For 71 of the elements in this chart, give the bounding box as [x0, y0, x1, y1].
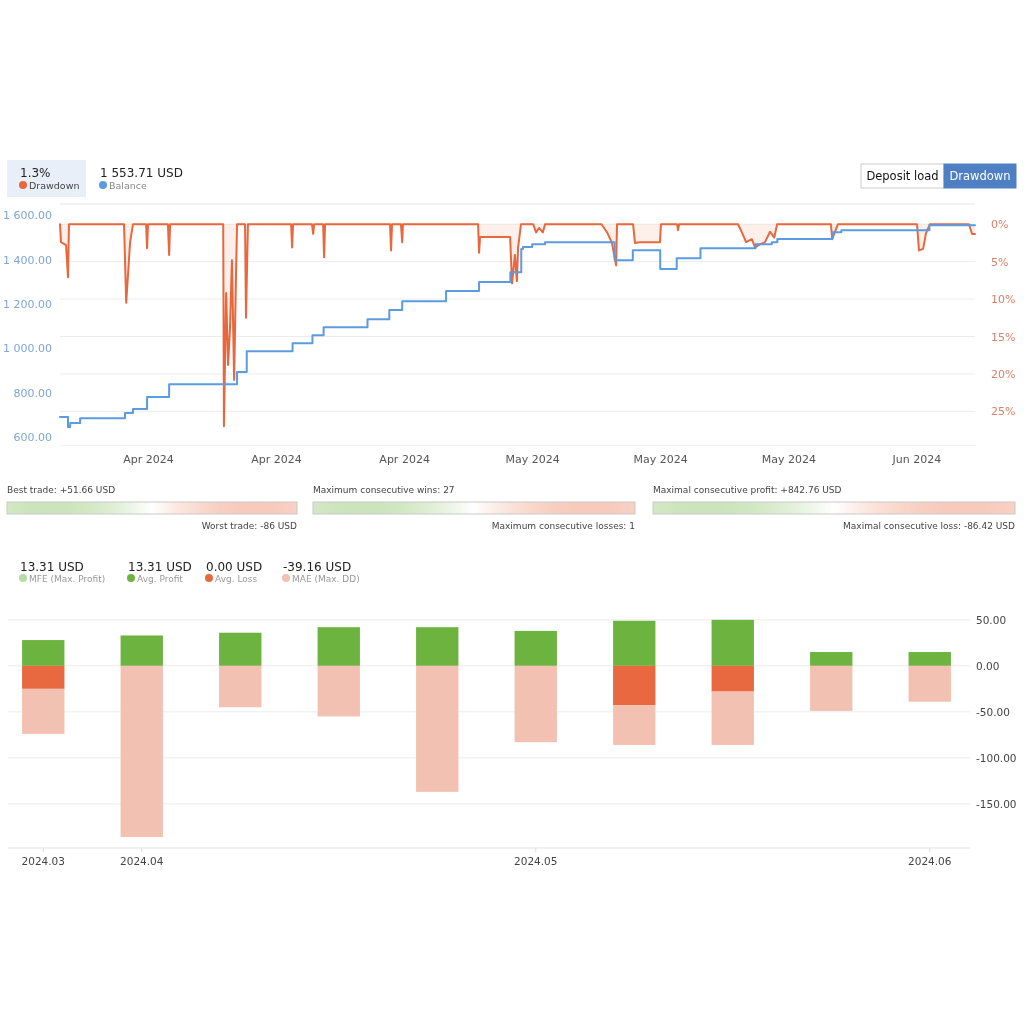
y2-tick-label: 10%	[991, 293, 1016, 307]
text: Best trade: +51.66 USD	[7, 485, 116, 495]
text: -39.16 USD	[283, 560, 352, 574]
bar	[120, 635, 163, 666]
x-tick-label: Jun 2024	[891, 452, 942, 466]
bar	[219, 632, 262, 666]
y-tick-label: -150.00	[976, 797, 1017, 810]
text: 13.31 USD	[128, 560, 192, 574]
y2-tick-label: 25%	[991, 405, 1016, 419]
y2-tick-label: 5%	[991, 255, 1009, 269]
bar	[416, 627, 459, 666]
text: Maximum consecutive losses: 1	[491, 521, 635, 531]
bar	[908, 665, 951, 702]
y-tick-label: 1 400.00	[3, 253, 52, 267]
bar	[416, 665, 459, 792]
bar	[908, 652, 951, 666]
y-tick-label: -100.00	[976, 751, 1017, 764]
deposit-load-toggle-button: Deposit load	[860, 163, 945, 189]
bar	[711, 619, 754, 666]
y2-tick-label: 20%	[991, 367, 1016, 381]
bar	[613, 620, 656, 666]
text: 1.3%	[20, 166, 51, 180]
legend-label: Balance	[109, 179, 148, 191]
bar	[711, 665, 754, 692]
bar	[613, 705, 656, 745]
text: Maximal consecutive loss: -86.42 USD	[843, 521, 1016, 531]
bar	[22, 640, 65, 666]
y2-tick-label: 0%	[991, 218, 1009, 232]
x-tick-label: Apr 2024	[123, 452, 174, 466]
x-tick-label: 2024.05	[514, 855, 558, 868]
bar	[317, 627, 360, 666]
y-tick-label: -50.00	[976, 705, 1010, 718]
bar	[22, 688, 65, 734]
bar	[22, 665, 65, 689]
y-tick-label: 1 200.00	[3, 297, 52, 311]
bar	[219, 665, 262, 708]
text: Worst trade: -86 USD	[201, 521, 298, 531]
text: 0.00 USD	[206, 560, 263, 574]
bar	[120, 665, 163, 837]
y-tick-label: 1 000.00	[3, 342, 52, 356]
y-tick-label: 1 600.00	[3, 209, 52, 223]
x-tick-label: May 2024	[505, 452, 560, 466]
bar	[514, 630, 557, 666]
legend-label: Avg. Loss	[215, 573, 258, 584]
legend-label: MAE (Max. DD)	[292, 573, 360, 584]
legend-label: Avg. Profit	[137, 573, 184, 584]
y-tick-label: 0.00	[976, 659, 1000, 672]
legend-label: MFE (Max. Profit)	[29, 573, 106, 584]
y-tick-label: 600.00	[13, 431, 52, 445]
drawdown-toggle-button: Drawdown	[943, 163, 1017, 189]
legend-label: Drawdown	[29, 179, 80, 191]
x-tick-label: May 2024	[761, 452, 816, 466]
x-tick-label: 2024.06	[908, 855, 952, 868]
bar	[514, 665, 557, 743]
bar	[810, 665, 853, 711]
bar	[317, 665, 360, 717]
bar	[613, 665, 656, 706]
x-tick-label: 2024.04	[120, 855, 164, 868]
text: Maximal consecutive profit: +842.76 USD	[653, 485, 842, 495]
text: 13.31 USD	[20, 560, 84, 574]
x-tick-label: Apr 2024	[251, 452, 302, 466]
text: Maximum consecutive wins: 27	[313, 485, 455, 495]
text: 1 553.71 USD	[100, 166, 183, 180]
x-tick-label: Apr 2024	[379, 452, 430, 466]
x-tick-label: May 2024	[633, 452, 688, 466]
y-tick-label: 800.00	[13, 386, 52, 400]
x-tick-label: 2024.03	[21, 855, 65, 868]
bar	[810, 652, 853, 666]
y2-tick-label: 15%	[991, 330, 1016, 344]
y-tick-label: 50.00	[976, 613, 1007, 626]
bar	[711, 691, 754, 745]
